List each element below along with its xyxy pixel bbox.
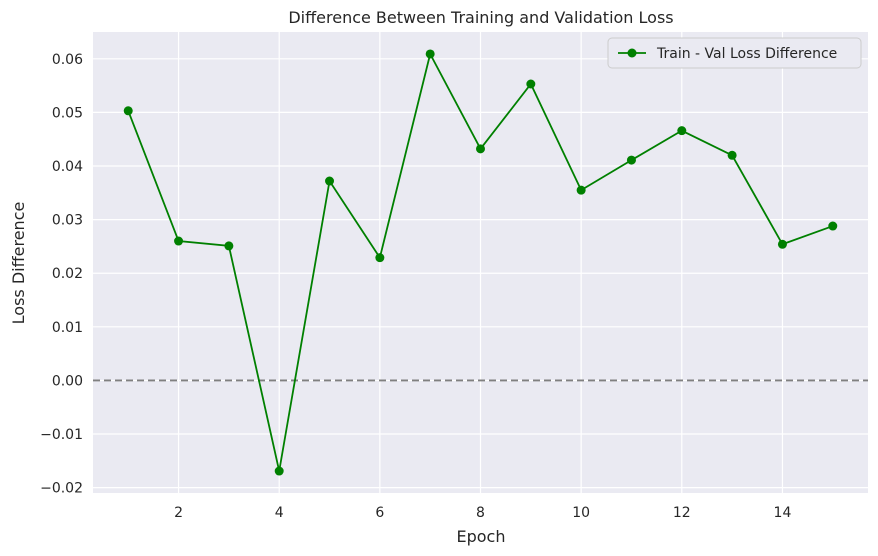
y-tick-label: −0.01 (40, 427, 83, 443)
data-point-epoch-4 (274, 466, 284, 476)
x-tick-label: 10 (572, 505, 590, 521)
x-axis-label: Epoch (457, 527, 506, 546)
x-tick-label: 6 (375, 505, 384, 521)
series-markers (123, 49, 838, 476)
data-point-epoch-7 (425, 49, 435, 59)
data-point-epoch-10 (576, 185, 586, 195)
y-tick-label: −0.02 (40, 481, 83, 497)
x-tick-label: 8 (476, 505, 485, 521)
legend: Train - Val Loss Difference (607, 37, 862, 69)
data-point-epoch-9 (526, 79, 536, 89)
data-point-epoch-14 (777, 239, 787, 249)
legend-box (607, 37, 862, 69)
x-tick-label: 12 (673, 505, 691, 521)
y-tick-label: 0.06 (52, 52, 83, 68)
y-tick-label: 0.00 (52, 373, 83, 389)
data-point-epoch-2 (174, 236, 184, 246)
data-point-epoch-15 (828, 221, 838, 231)
y-tick-label: 0.03 (52, 213, 83, 229)
y-tick-label: 0.01 (52, 320, 83, 336)
data-point-epoch-5 (325, 176, 335, 186)
x-tick-label: 2 (174, 505, 183, 521)
data-point-epoch-11 (626, 155, 636, 165)
y-axis-label: Loss Difference (9, 202, 28, 325)
x-tick-label: 4 (275, 505, 284, 521)
chart-title: Difference Between Training and Validati… (288, 8, 673, 27)
data-point-epoch-1 (123, 106, 133, 116)
x-tick-label: 14 (774, 505, 792, 521)
data-point-epoch-3 (224, 241, 234, 251)
legend-marker-sample (627, 48, 637, 58)
y-tick-labels: −0.02 −0.01 0.00 0.01 0.02 0.03 0.04 0.05 0.06 (40, 52, 83, 497)
legend-entry-train-val-diff: Train - Val Loss Difference (656, 46, 837, 62)
data-point-epoch-6 (375, 253, 385, 263)
y-tick-label: 0.04 (52, 159, 83, 175)
data-point-epoch-8 (476, 144, 485, 154)
y-tick-label: 0.02 (52, 266, 83, 282)
y-tick-label: 0.05 (52, 105, 83, 121)
data-point-epoch-12 (677, 126, 687, 136)
x-tick-labels: 2 4 6 8 10 12 14 (174, 505, 791, 521)
data-point-epoch-13 (727, 150, 737, 160)
